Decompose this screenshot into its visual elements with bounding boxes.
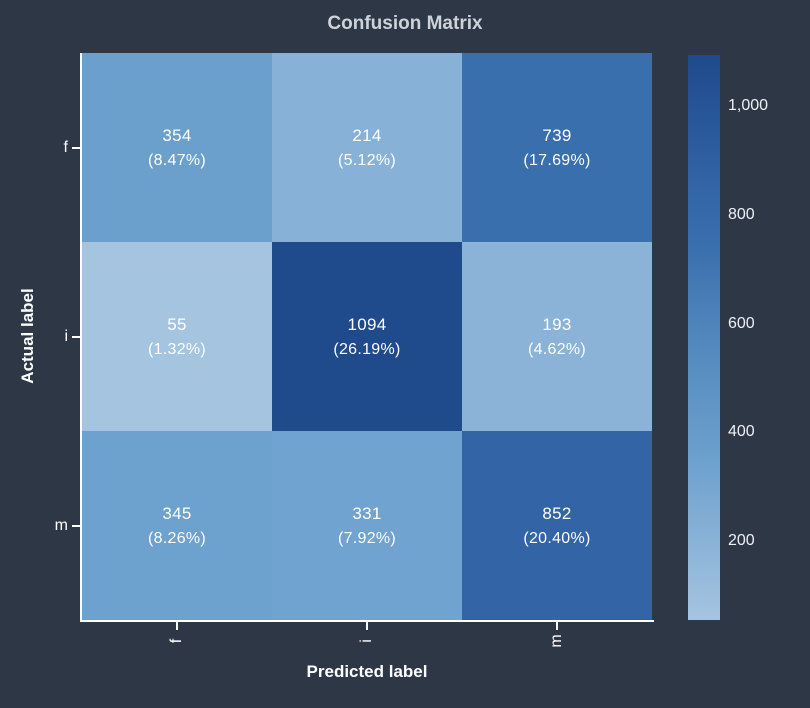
colorbar-tick-label: 400 [728,423,755,441]
cell-percent: (7.92%) [337,529,397,547]
cell-percent: (8.26%) [147,529,207,547]
y-tick-mark [72,524,80,527]
cell-count: 354 [162,125,192,145]
y-tick-label: m [54,516,68,534]
y-tick-mark [72,146,80,149]
cell-count: 345 [162,503,192,523]
heatmap-cell: 214 (5.12%) [272,53,462,242]
heatmap-grid: 354 (8.47%) 214 (5.12%) 739 (17.69%) 55 (1.32%)… [82,53,652,620]
x-tick-label: i [358,639,375,643]
y-tick-label: i [64,327,68,345]
cell-count: 193 [542,314,572,334]
colorbar-tick-label: 1,000 [728,97,769,115]
cell-count: 852 [542,503,572,523]
chart-title: Confusion Matrix [327,13,483,34]
x-tick-label: f [168,638,185,644]
y-axis-spine [80,53,82,622]
colorbar-tick-label: 600 [728,314,755,332]
heatmap-cell: 331 (7.92%) [272,431,462,620]
heatmap-cell: 193 (4.62%) [462,242,652,431]
colorbar-tick-label: 200 [728,532,755,550]
x-tick-mark [556,622,558,630]
cell-count: 55 [167,314,187,334]
x-axis-spine [80,620,654,622]
cell-percent: (26.19%) [333,340,401,358]
y-tick-label: f [63,138,68,156]
colorbar-tick-label: 800 [728,205,755,223]
cell-count: 739 [542,125,572,145]
x-axis-title: Predicted label [306,662,428,681]
cell-count: 331 [352,503,382,523]
cell-percent: (4.62%) [527,340,587,358]
heatmap-cell: 852 (20.40%) [462,431,652,620]
heatmap-cell: 345 (8.26%) [82,431,272,620]
cell-percent: (8.47%) [147,151,207,169]
cell-percent: (17.69%) [523,151,591,169]
y-axis-title: Actual label [18,288,37,384]
cell-percent: (1.32%) [147,340,207,358]
heatmap-cell: 55 (1.32%) [82,242,272,431]
cell-count: 1094 [347,314,387,334]
heatmap-cell: 739 (17.69%) [462,53,652,242]
colorbar [688,55,720,620]
cell-percent: (20.40%) [523,529,591,547]
heatmap-cell: 354 (8.47%) [82,53,272,242]
y-tick-mark [72,335,80,338]
x-tick-mark [176,622,178,630]
heatmap-cell: 1094 (26.19%) [272,242,462,431]
cell-count: 214 [352,125,382,145]
x-tick-mark [366,622,368,630]
x-tick-label: m [548,634,565,648]
cell-percent: (5.12%) [337,151,397,169]
